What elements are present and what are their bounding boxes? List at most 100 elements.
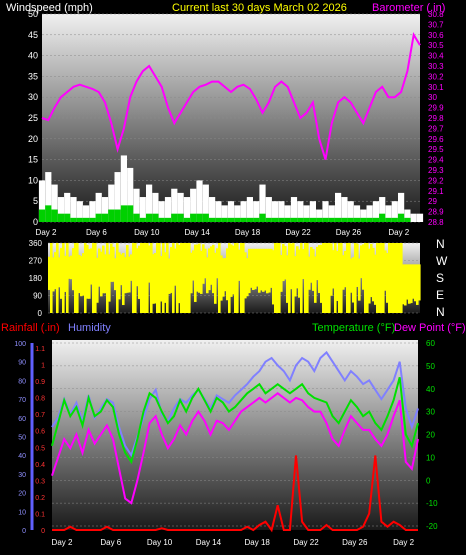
wind-direction-band xyxy=(380,243,383,313)
humidity-tick-label: 70 xyxy=(18,397,26,404)
rainfall-axis-title: Rainfall (.in) xyxy=(1,322,60,334)
wind-tick-label: 35 xyxy=(28,71,38,81)
wind-direction-band xyxy=(256,248,259,287)
wind-direction-band xyxy=(226,248,229,301)
wind-gust-bar xyxy=(89,201,96,222)
compass-w: W xyxy=(436,254,448,268)
wind-direction-band xyxy=(180,243,183,313)
wind-direction-band xyxy=(74,243,77,313)
wind-direction-band xyxy=(72,248,75,291)
wind-direction-band xyxy=(134,243,137,313)
wind-direction-band xyxy=(322,243,325,313)
wind-direction-band xyxy=(318,245,321,293)
wind-direction-band xyxy=(164,252,167,303)
wind-avg-bar xyxy=(190,213,197,222)
wind-direction-band xyxy=(96,257,99,303)
wind-direction-band xyxy=(326,243,329,313)
barometer-tick-label: 30.3 xyxy=(428,62,444,71)
wind-direction-band xyxy=(360,245,363,279)
wind-gust-bar xyxy=(70,197,77,222)
wind-avg-bar xyxy=(177,213,184,222)
wind-direction-band xyxy=(68,256,71,279)
wind-direction-band xyxy=(58,257,61,288)
wind-avg-bar xyxy=(316,217,323,222)
wind-gust-bar xyxy=(253,201,260,222)
wind-gust-bar xyxy=(215,201,222,222)
wind-direction-band xyxy=(52,257,55,292)
wind-avg-bar xyxy=(120,205,127,222)
wind-direction-band xyxy=(342,255,345,290)
wind-gust-bar xyxy=(353,205,361,222)
wind-direction-band xyxy=(116,243,119,313)
wind-avg-bar xyxy=(360,217,367,222)
rain-humidity-temp-panel: 0 0.1 0.2 0.3 0.4 0.5 0.6 0.7 0.8 0.9 1 1.1 0 10 20 30… xyxy=(14,339,438,547)
wind-direction-band xyxy=(84,243,87,313)
wind-direction-band xyxy=(70,255,73,280)
wind-gust-bar xyxy=(234,205,241,222)
barometer-tick-label: 29.6 xyxy=(428,135,444,144)
wind-direction-band xyxy=(390,243,393,313)
compass-s: S xyxy=(436,271,444,285)
barometer-line xyxy=(41,31,421,160)
wind-direction-band xyxy=(162,243,165,313)
wind-direction-band xyxy=(338,243,341,313)
wind-tick-label: 0 xyxy=(33,217,38,227)
wind-direction-band xyxy=(200,250,203,294)
rainfall-line xyxy=(52,455,418,533)
wind-direction-band xyxy=(110,243,113,282)
direction-tick-label: 270 xyxy=(29,257,43,266)
rainfall-y-axis: 0 0.1 0.2 0.3 0.4 0.5 0.6 0.7 0.8 0.9 1 1.1 xyxy=(35,346,45,535)
wind-direction-band xyxy=(416,264,419,305)
wind-gust-bar xyxy=(290,197,298,222)
wind-direction-band xyxy=(236,243,239,313)
wind-avg-bar xyxy=(101,213,109,222)
wind-direction-band xyxy=(212,244,215,294)
wind-avg-bar xyxy=(385,217,392,222)
wind-avg-bar xyxy=(164,217,172,222)
wind-direction-band xyxy=(310,246,313,283)
day-tick-label: Day 22 xyxy=(285,228,311,237)
wind-gust-bar xyxy=(38,180,46,222)
chart-title: Current last 30 days March 02 2026 xyxy=(172,2,347,14)
wind-tick-label: 15 xyxy=(28,155,38,165)
direction-y-axis: 0 90 180 270 360 xyxy=(29,239,43,318)
compass-n-top: N xyxy=(436,237,445,251)
wind-gust-bar xyxy=(133,188,140,222)
wind-tick-label: 20 xyxy=(28,134,38,144)
wind-direction-band xyxy=(50,243,53,313)
wind-gust-bar xyxy=(64,192,71,222)
temperature-tick-label: 30 xyxy=(426,408,435,417)
wind-direction-band xyxy=(344,250,347,288)
day-tick-label: Day 2 xyxy=(52,538,73,547)
wind-gust-bar xyxy=(202,184,209,222)
wind-direction-band xyxy=(354,243,357,313)
wind-gust-bar xyxy=(76,201,83,222)
wind-gust-bar xyxy=(309,201,316,222)
wind-gust-bar xyxy=(278,201,285,222)
wind-gust-bar xyxy=(221,205,228,222)
wind-direction-band xyxy=(114,258,117,291)
humidity-tick-label: 60 xyxy=(18,416,26,423)
wind-direction-band xyxy=(278,243,281,313)
wind-gust-bar xyxy=(360,209,367,222)
wind-avg-bar xyxy=(76,217,83,222)
day-tick-label: Day 22 xyxy=(293,538,319,547)
wind-avg-bar xyxy=(309,217,316,222)
wind-y-axis: 0 5 10 15 20 25 30 35 40 45 50 xyxy=(28,9,38,227)
wind-direction-band xyxy=(396,243,399,313)
wind-direction-band xyxy=(400,243,403,313)
wind-direction-band xyxy=(100,251,103,297)
wind-avg-bar xyxy=(265,217,272,222)
wind-direction-band xyxy=(276,243,279,313)
wind-x-axis: Day 2 Day 6 Day 10 Day 14 Day 18 Day 22 Day 26… xyxy=(36,228,410,237)
day-tick-label: Day 6 xyxy=(86,228,107,237)
day-tick-label: Day 10 xyxy=(134,228,160,237)
wind-avg-bar xyxy=(215,217,222,222)
wind-direction-band xyxy=(122,252,125,306)
wind-gust-bar xyxy=(120,155,127,222)
wind-avg-bar xyxy=(57,213,64,222)
direction-series xyxy=(48,243,421,313)
day-tick-label: Day 2 xyxy=(393,538,414,547)
wind-direction-band xyxy=(290,243,293,290)
